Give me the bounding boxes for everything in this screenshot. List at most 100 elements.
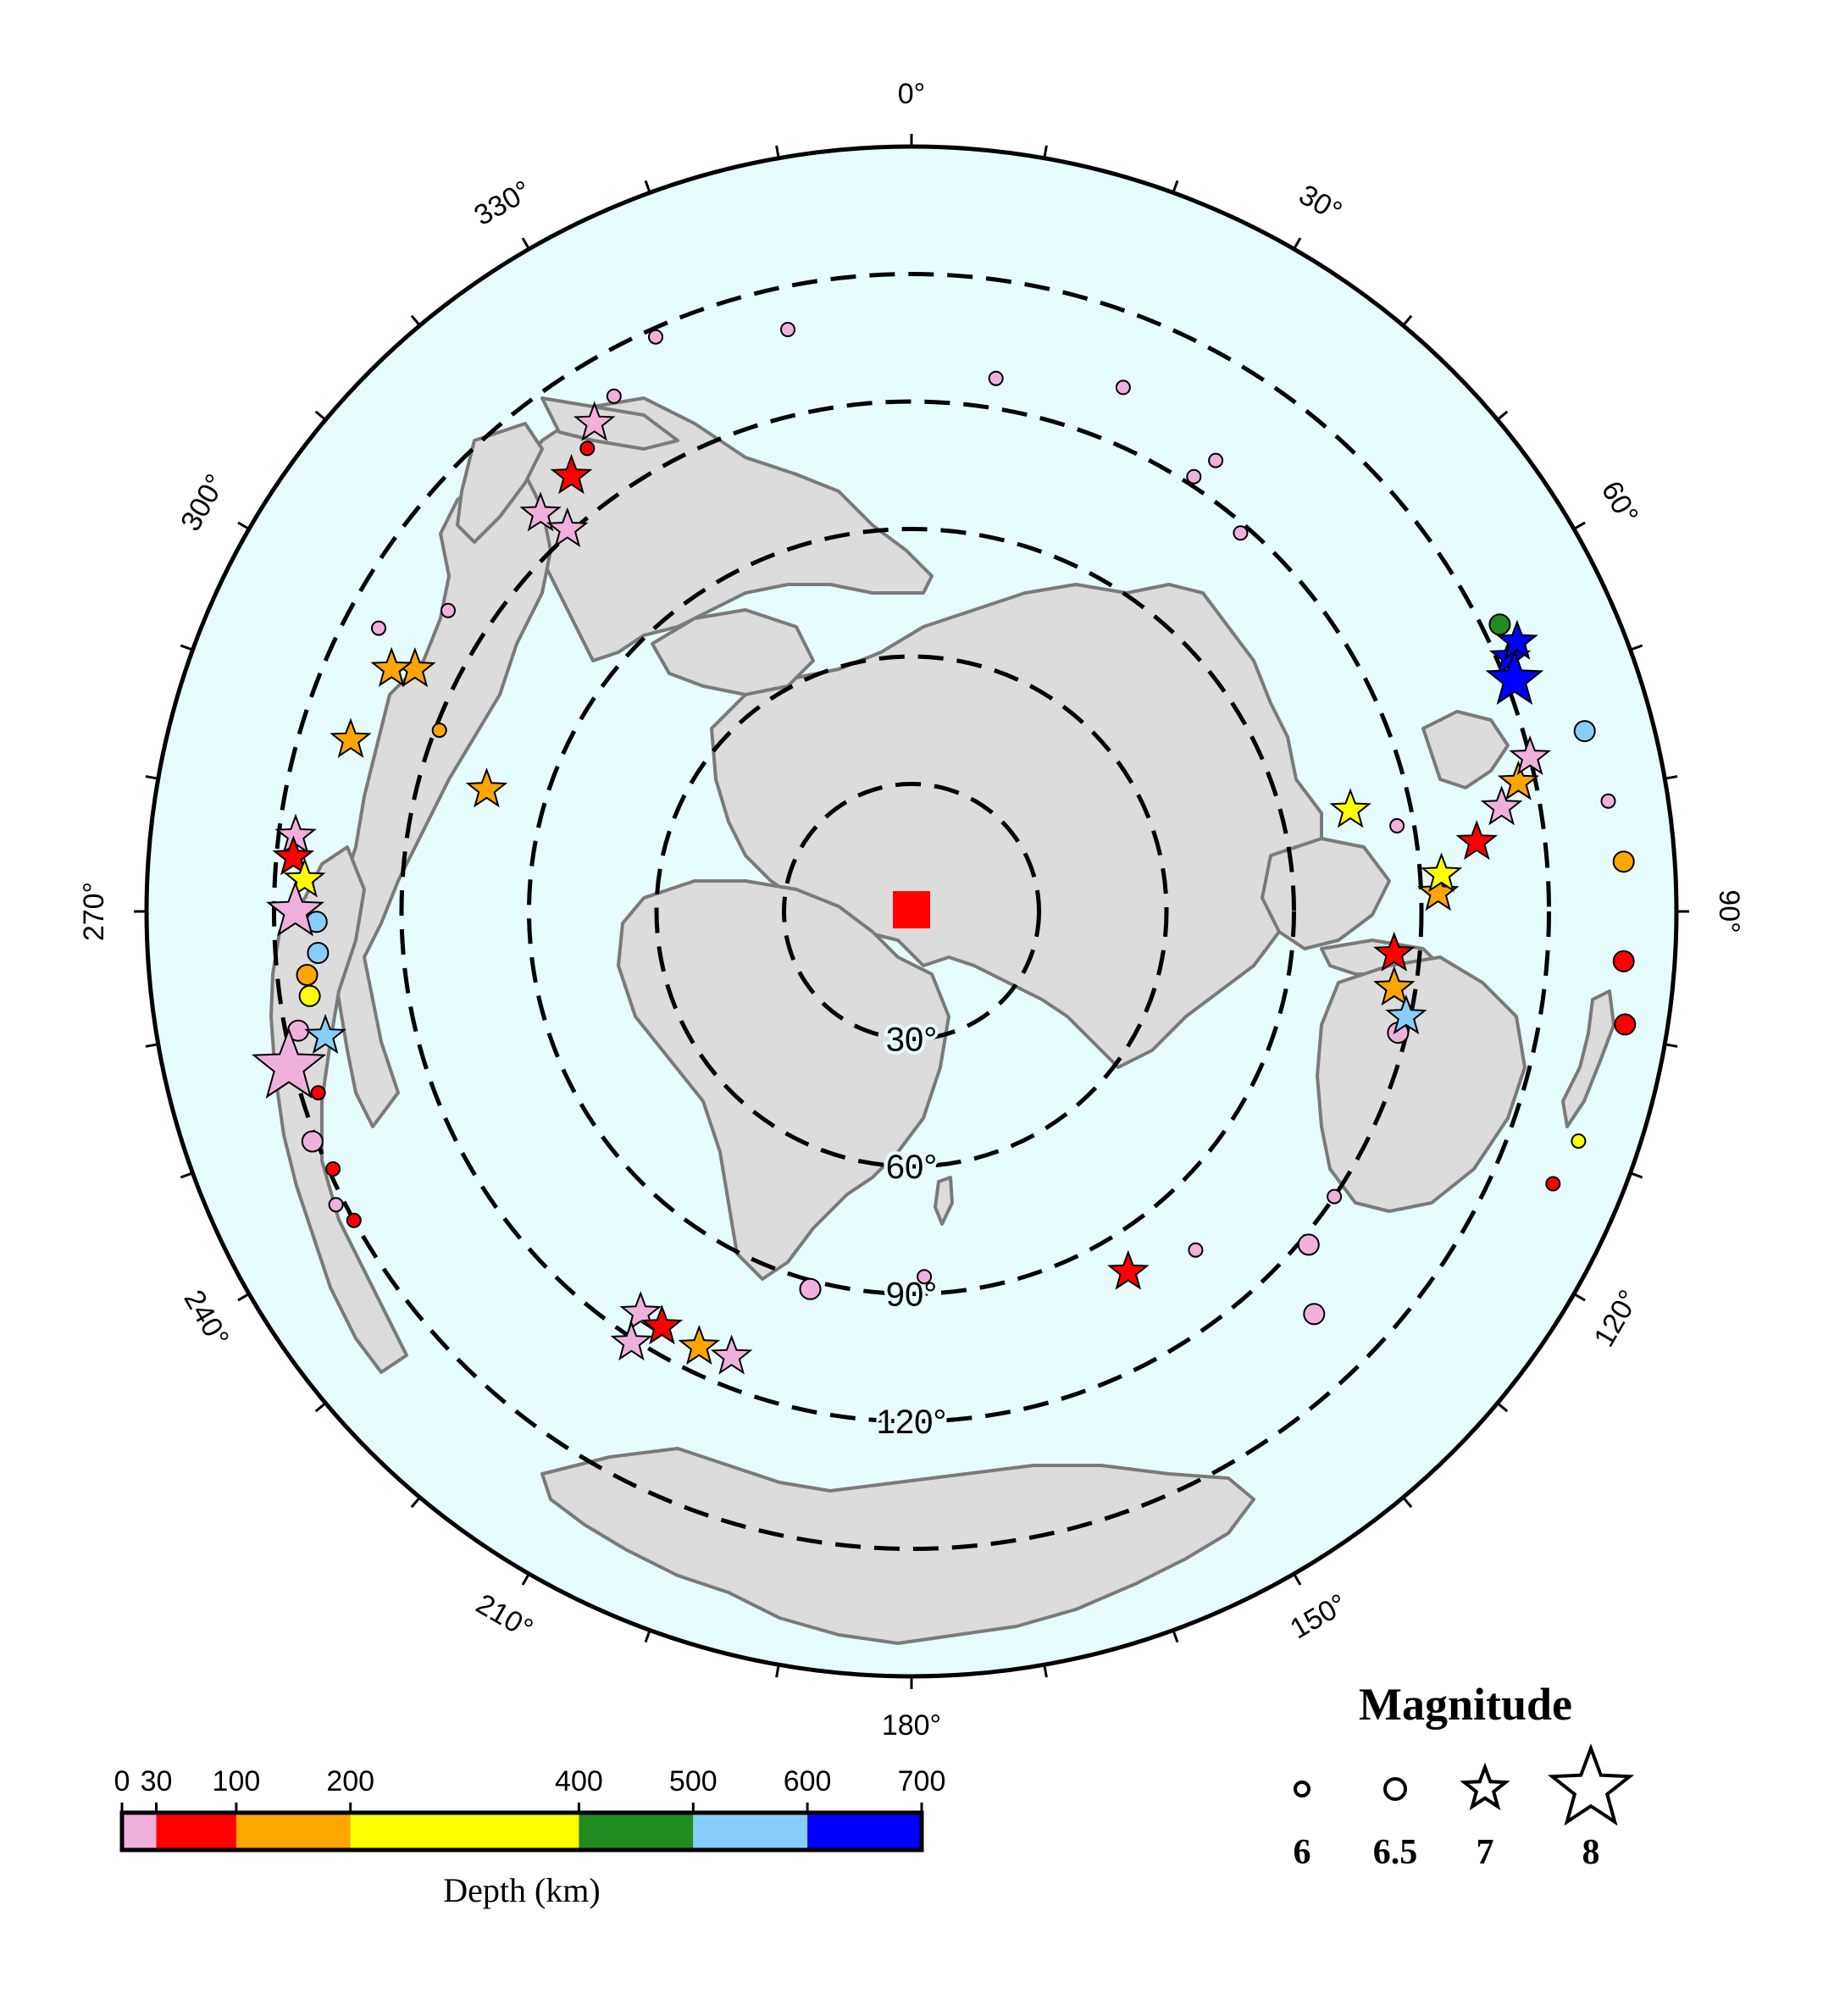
azimuth-tick	[1498, 412, 1508, 420]
depth-colorbar	[122, 1813, 922, 1850]
event-circle	[312, 1086, 325, 1099]
event-circle	[1390, 819, 1404, 833]
event-circle	[1209, 454, 1222, 468]
event-circle	[1187, 470, 1200, 484]
azimuth-label: 240°	[178, 1285, 235, 1353]
event-circle	[433, 723, 446, 737]
event-circle	[1299, 1234, 1319, 1254]
azimuth-tick	[1498, 1403, 1508, 1411]
azimuth-tick	[1574, 523, 1585, 529]
azimuth-label: 60°	[1595, 476, 1645, 530]
azimuth-tick	[180, 1173, 192, 1177]
depth-colorbar-bin	[693, 1813, 807, 1850]
azimuth-tick	[146, 777, 158, 779]
magnitude-star-symbol	[1465, 1767, 1506, 1806]
azimuth-tick	[777, 1664, 779, 1677]
magnitude-star-symbol	[1552, 1748, 1629, 1822]
event-circle	[441, 604, 455, 618]
azimuth-tick	[1631, 645, 1643, 650]
magnitude-label: 6	[1294, 1833, 1311, 1872]
azimuth-tick	[412, 316, 420, 326]
magnitude-label: 8	[1582, 1833, 1600, 1872]
event-circle	[308, 943, 328, 963]
azimuth-tick	[238, 1294, 249, 1301]
event-circle	[1602, 795, 1615, 808]
azimuth-label: 270°	[78, 882, 110, 941]
event-circle	[1571, 1134, 1585, 1148]
event-circle	[1489, 614, 1510, 634]
depth-tick-label: 30	[141, 1765, 173, 1797]
depth-tick-label: 700	[898, 1765, 946, 1797]
magnitude-legend-title: Magnitude	[1359, 1679, 1572, 1730]
depth-colorbar-bin	[122, 1813, 157, 1850]
azimuth-label: 180°	[882, 1709, 941, 1742]
event-circle	[1615, 1014, 1635, 1034]
azimuth-label: 150°	[1285, 1587, 1353, 1645]
event-circle	[1546, 1177, 1560, 1191]
azimuth-tick	[646, 180, 650, 192]
distance-ring-label: 60°	[886, 1149, 938, 1186]
azimuth-tick	[1403, 1498, 1411, 1508]
depth-colorbar-bin	[807, 1813, 922, 1850]
magnitude-label: 6.5	[1373, 1833, 1418, 1872]
event-circle	[300, 986, 320, 1006]
azimuth-tick	[1403, 316, 1411, 326]
magnitude-circle-symbol	[1295, 1782, 1309, 1796]
event-circle	[326, 1162, 340, 1176]
azimuth-tick	[146, 1044, 158, 1047]
azimuth-tick	[523, 238, 529, 249]
magnitude-label: 7	[1477, 1833, 1494, 1872]
event-circle	[347, 1214, 361, 1227]
event-circle	[580, 441, 594, 455]
depth-tick-label: 200	[326, 1765, 374, 1797]
azimuth-tick	[1574, 1294, 1585, 1301]
event-circle	[1233, 526, 1247, 540]
event-circle	[372, 622, 385, 635]
azimuth-tick	[412, 1498, 420, 1508]
depth-legend: 0 30 100 200 400 500 600 700 Depth (km)	[114, 1765, 946, 1909]
azimuth-label: 210°	[470, 1587, 538, 1645]
event-circle	[607, 390, 621, 403]
azimuth-tick	[777, 146, 779, 158]
azimuth-tick	[1665, 1044, 1677, 1047]
depth-ticks: 0 30 100 200 400 500 600 700	[114, 1765, 946, 1813]
azimuth-tick	[238, 523, 249, 529]
azimuth-tick	[1665, 777, 1677, 779]
event-circle	[1327, 1190, 1341, 1204]
depth-colorbar-bin	[157, 1813, 236, 1850]
distance-ring-label: 30°	[886, 1022, 938, 1059]
depth-colorbar-bin	[579, 1813, 693, 1850]
event-circle	[1189, 1243, 1202, 1257]
event-circle	[1614, 951, 1634, 972]
event-circle	[781, 323, 795, 336]
depth-tick-label: 400	[555, 1765, 603, 1797]
magnitude-legend: Magnitude 6 6.5 7 8	[1294, 1679, 1630, 1872]
azimuth-tick	[1294, 1574, 1301, 1585]
azimuth-tick	[1044, 146, 1047, 158]
event-circle	[801, 1279, 821, 1299]
depth-tick-label: 500	[669, 1765, 718, 1797]
azimuth-tick	[1173, 1631, 1177, 1642]
azimuth-tick	[523, 1574, 529, 1585]
azimuth-label: 90°	[1713, 889, 1745, 933]
depth-colorbar-bin	[351, 1813, 579, 1850]
azimuth-label: 0°	[898, 78, 926, 110]
azimuth-label: 30°	[1294, 179, 1348, 229]
azimuth-tick	[316, 1403, 326, 1411]
depth-tick-label: 600	[784, 1765, 832, 1797]
azimuth-tick	[1294, 238, 1301, 249]
azimuth-tick	[316, 412, 326, 420]
event-circle	[330, 1198, 343, 1211]
depth-tick-label: 0	[114, 1765, 130, 1797]
azimuth-label: 120°	[1588, 1285, 1645, 1353]
azimuth-tick	[1631, 1173, 1643, 1177]
center-marker	[893, 891, 930, 928]
event-circle	[297, 965, 318, 985]
event-circle	[1117, 380, 1130, 394]
depth-colorbar-bin	[236, 1813, 351, 1850]
distance-ring-label: 120°	[877, 1404, 947, 1441]
azimuth-tick	[1044, 1664, 1047, 1677]
event-circle	[1304, 1304, 1324, 1324]
event-circle	[649, 330, 662, 344]
